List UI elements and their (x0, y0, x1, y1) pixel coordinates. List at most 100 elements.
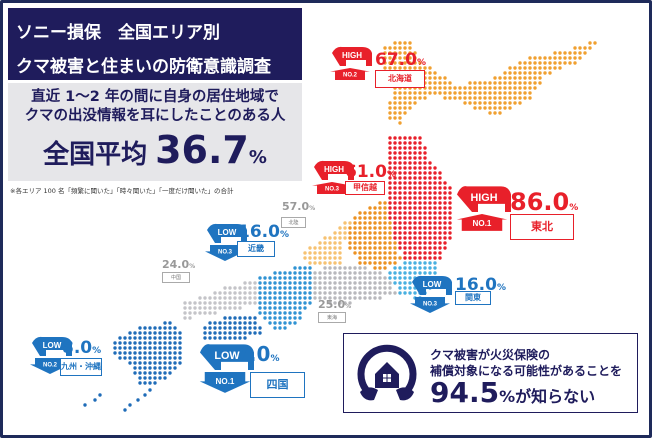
map-dot (383, 256, 387, 260)
map-dot (198, 306, 202, 310)
map-dot (523, 61, 527, 65)
map-dot (268, 296, 272, 300)
rank-text: NO.2 (43, 363, 58, 369)
map-dot (398, 191, 402, 195)
map-dot (403, 191, 407, 195)
map-dot (238, 326, 242, 330)
map-dot (343, 296, 347, 300)
map-dot (243, 301, 247, 305)
map-dot (328, 291, 332, 295)
value-text: 8.0 (62, 338, 93, 358)
map-dot (363, 236, 367, 240)
map-dot (423, 151, 427, 155)
map-dot (183, 311, 187, 315)
map-dot (393, 46, 397, 50)
map-dot (233, 321, 237, 325)
map-dot (373, 291, 377, 295)
map-dot (413, 151, 417, 155)
map-dot (403, 56, 407, 60)
map-dot (398, 276, 402, 280)
map-dot (403, 216, 407, 220)
map-dot (498, 101, 502, 105)
map-dot (433, 211, 437, 215)
map-dot (168, 321, 172, 325)
map-dot (468, 91, 472, 95)
map-dot (593, 41, 597, 45)
map-dot (403, 41, 407, 45)
map-dot (383, 286, 387, 290)
map-dot (193, 301, 197, 305)
map-dot (243, 316, 247, 320)
map-dot (283, 296, 287, 300)
map-dot (163, 356, 167, 360)
map-dot (388, 271, 392, 275)
map-dot (283, 306, 287, 310)
map-dot (358, 296, 362, 300)
map-dot (243, 336, 247, 340)
map-dot (448, 196, 452, 200)
map-dot (503, 101, 507, 105)
map-dot (408, 106, 412, 110)
map-dot (418, 221, 422, 225)
map-dot (388, 136, 392, 140)
map-dot (418, 66, 422, 70)
map-dot (333, 236, 337, 240)
map-dot (403, 211, 407, 215)
map-dot (218, 301, 222, 305)
map-dot (328, 266, 332, 270)
map-dot (428, 176, 432, 180)
region-name: 中国 (162, 272, 190, 283)
unit-text: % (386, 170, 396, 180)
map-dot (203, 301, 207, 305)
map-dot (358, 256, 362, 260)
map-dot (408, 191, 412, 195)
map-dot (413, 256, 417, 260)
map-dot (408, 186, 412, 190)
value-text: 16.0 (238, 222, 280, 242)
map-dot (383, 231, 387, 235)
map-dot (303, 291, 307, 295)
map-dot (388, 101, 392, 105)
map-dot (213, 336, 217, 340)
title-banner: ソニー損保 全国エリア別 クマ被害と住まいの防衛意識調査 (8, 8, 302, 80)
map-dot (393, 141, 397, 145)
map-dot (383, 66, 387, 70)
map-dot (428, 81, 432, 85)
map-dot (533, 81, 537, 85)
map-dot (403, 291, 407, 295)
map-dot (233, 296, 237, 300)
map-dot (518, 61, 522, 65)
map-dot (293, 316, 297, 320)
map-dot (263, 301, 267, 305)
map-dot (408, 201, 412, 205)
map-dot (418, 166, 422, 170)
map-dot (388, 251, 392, 255)
map-dot (413, 186, 417, 190)
map-dot (248, 291, 252, 295)
map-dot (323, 286, 327, 290)
map-dot (308, 271, 312, 275)
map-dot (188, 316, 192, 320)
map-dot (248, 316, 252, 320)
map-dot (588, 41, 592, 45)
region-value: 8.0% (62, 338, 101, 358)
map-dot (393, 291, 397, 295)
map-dot (418, 161, 422, 165)
map-dot (443, 221, 447, 225)
map-dot (258, 326, 262, 330)
map-dot (178, 351, 182, 355)
map-dot (398, 216, 402, 220)
map-dot (218, 296, 222, 300)
map-dot (388, 256, 392, 260)
unit-text: % (569, 203, 579, 213)
map-dot (393, 226, 397, 230)
map-dot (288, 296, 292, 300)
map-dot (268, 286, 272, 290)
map-dot (258, 306, 262, 310)
map-dot (338, 271, 342, 275)
map-dot (273, 311, 277, 315)
map-dot (398, 246, 402, 250)
map-dot (228, 331, 232, 335)
map-dot (328, 281, 332, 285)
map-dot (398, 226, 402, 230)
